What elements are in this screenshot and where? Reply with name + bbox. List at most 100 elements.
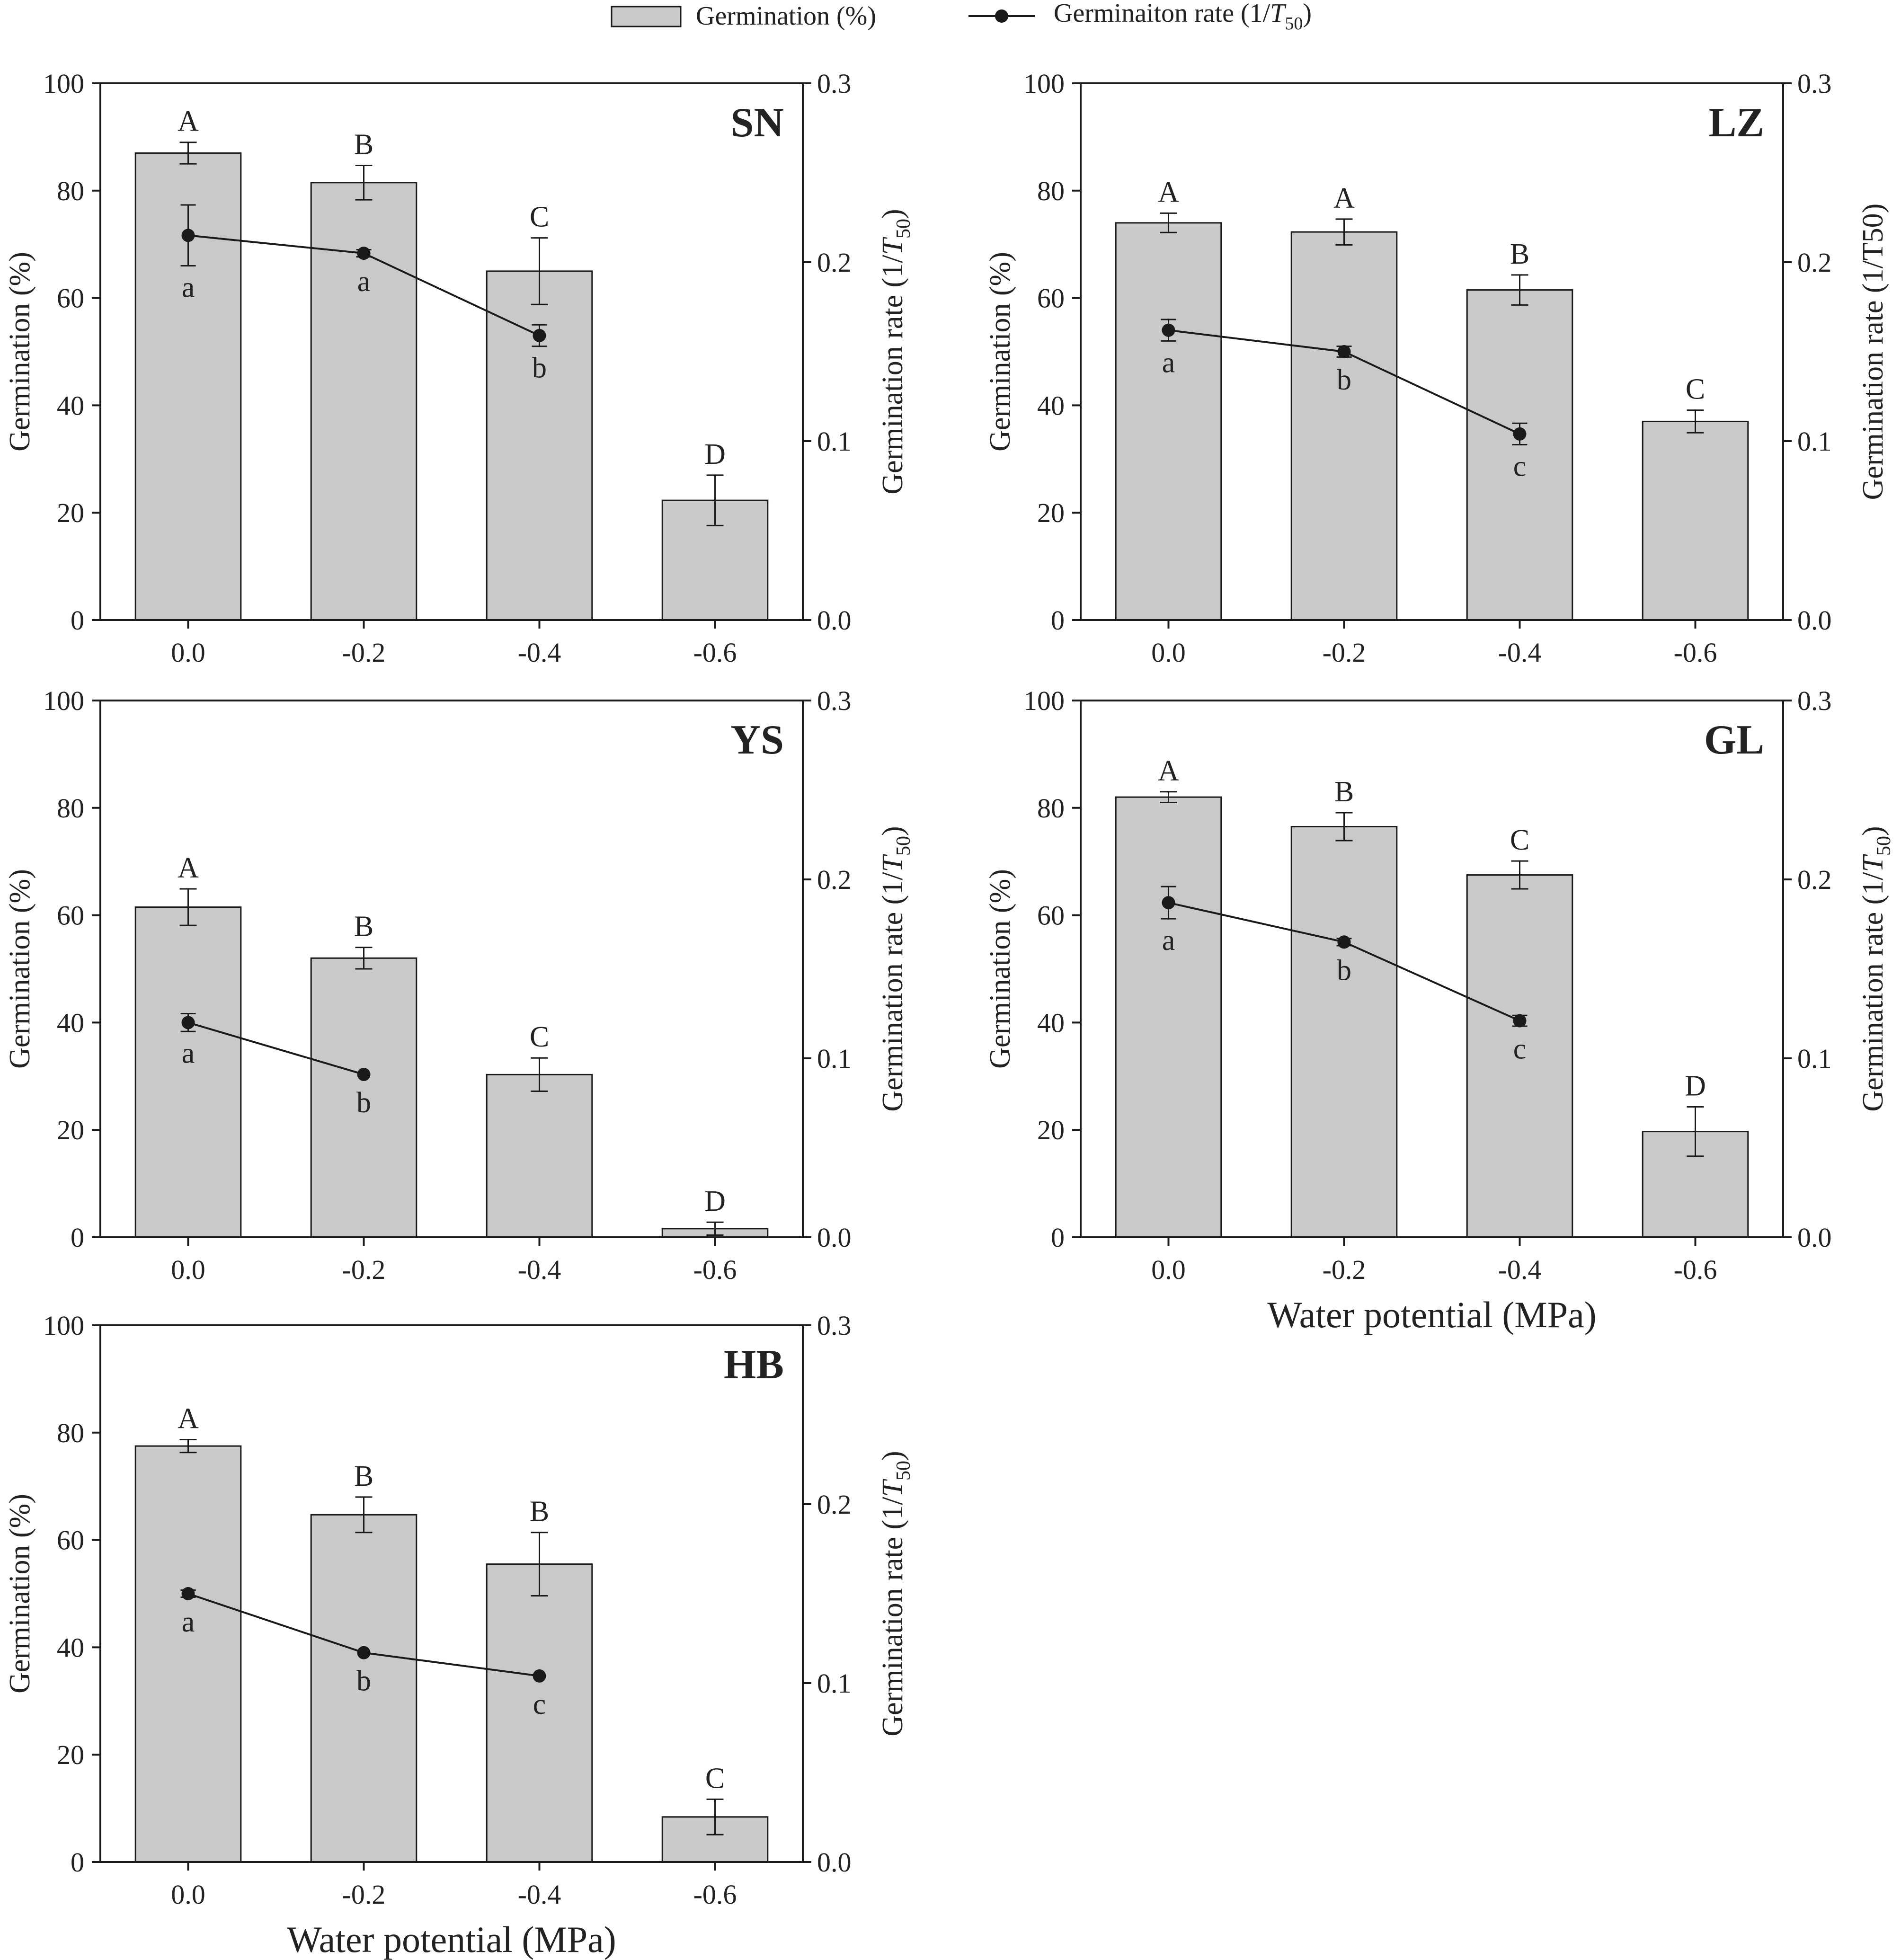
bar-error-bar (706, 474, 724, 526)
left-tick-label: 0 (71, 1847, 84, 1878)
left-tick-label: 80 (57, 176, 84, 206)
left-axis-title: Germination (%) (4, 252, 36, 452)
bar-error-bar (1335, 812, 1353, 842)
left-tick-label: 0 (1051, 605, 1065, 636)
rate-point (1162, 323, 1175, 337)
bar-significance-letter: B (354, 1460, 373, 1492)
rate-point (1162, 896, 1175, 910)
rate-point (1337, 345, 1351, 358)
panel-hb: A B B Ca b c 0 20 40 60 80 100 0.0 0.1 0.2 0.3 0.0 -0.2 -0… (4, 1310, 915, 1960)
left-tick-label: 60 (57, 1525, 84, 1556)
rate-point (1513, 1014, 1527, 1028)
bar (1466, 874, 1573, 1238)
bar-error-bar (179, 1439, 197, 1454)
bar (486, 270, 593, 621)
x-tick-label: -0.6 (1674, 1254, 1717, 1285)
panel-label: GL (1704, 717, 1764, 763)
bar-significance-letter: C (705, 1762, 725, 1794)
panel-ys: A B C Da b 0 20 40 60 80 100 0.0 0.1 0.2 0.3 0.0 -0.2 -0.… (4, 685, 915, 1285)
bar-significance-letter: B (530, 1496, 549, 1528)
bar (310, 1514, 418, 1863)
panel-sn: A B C Da a b 0 20 40 60 80 100 0.0 0.1 0.2 0.3 0.0 -0.2 -0… (4, 68, 915, 668)
plot-frame (1080, 700, 1784, 1238)
legend-line-label: Germinaiton rate (1/T50) (1054, 0, 1312, 34)
right-tick-label: 0.2 (817, 864, 852, 895)
left-tick-label: 100 (43, 1310, 84, 1341)
right-tick-label: 0.3 (1797, 68, 1832, 99)
rate-point (181, 1587, 195, 1600)
bar-significance-letter: B (354, 911, 373, 943)
bar-error-bar (1687, 1106, 1704, 1157)
bar (486, 1073, 593, 1238)
bar-error-bar (355, 165, 373, 201)
right-axis-title: Germination rate (1/T50) (1857, 204, 1889, 500)
bar-error-bar (1160, 212, 1177, 233)
bar-significance-letter: D (1685, 1070, 1706, 1102)
rate-point (357, 1068, 371, 1082)
left-tick-label: 80 (1037, 793, 1065, 824)
rate-significance-letter: a (182, 1606, 195, 1638)
rate-significance-letter: a (1162, 924, 1175, 957)
bar-significance-letter: B (1334, 776, 1354, 808)
x-tick-label: -0.6 (693, 1254, 737, 1285)
bar (1290, 825, 1398, 1238)
panel-label: HB (724, 1342, 784, 1388)
x-tick-label: -0.2 (342, 1254, 386, 1285)
left-tick-label: 20 (57, 1739, 84, 1770)
right-tick-label: 0.1 (1797, 1043, 1832, 1074)
x-axis-title: Water potential (MPa) (1267, 1294, 1597, 1335)
left-tick-label: 100 (43, 68, 84, 99)
left-tick-label: 0 (1051, 1222, 1065, 1253)
x-tick-label: 0.0 (171, 637, 205, 668)
bar (134, 906, 242, 1238)
left-tick-label: 60 (57, 283, 84, 314)
x-tick-label: 0.0 (171, 1879, 205, 1910)
x-tick-label: -0.2 (342, 1879, 386, 1910)
left-axis-title: Germination (%) (984, 252, 1016, 452)
left-tick-label: 80 (57, 1418, 84, 1448)
left-tick-label: 100 (1023, 685, 1065, 716)
rate-significance-letter: c (1513, 1033, 1527, 1065)
bar (134, 1445, 242, 1863)
legend: Germination (%) Germinaiton rate (1/T50) (611, 0, 1312, 34)
plot-frame (99, 1324, 804, 1863)
x-tick-label: -0.4 (518, 637, 561, 668)
rate-point (1337, 935, 1351, 949)
x-axis-title: Water potential (MPa) (287, 1919, 616, 1960)
bar-significance-letter: D (704, 1185, 726, 1217)
x-tick-label: -0.6 (693, 637, 737, 668)
x-tick-label: 0.0 (1151, 637, 1186, 668)
rate-significance-letter: b (356, 1087, 371, 1119)
rate-significance-letter: a (357, 266, 371, 298)
right-axis-title: Germination rate (1/T50) (877, 209, 915, 494)
x-tick-label: -0.4 (1498, 637, 1542, 668)
x-tick-label: -0.2 (1323, 637, 1366, 668)
bar-significance-letter: C (530, 201, 549, 233)
bar (1115, 222, 1222, 621)
left-tick-label: 60 (1037, 900, 1065, 931)
right-tick-label: 0.0 (1797, 605, 1832, 636)
left-tick-label: 80 (57, 793, 84, 824)
rate-point (533, 328, 546, 342)
legend-line-marker (995, 9, 1008, 23)
rate-point (357, 247, 371, 260)
bar-significance-letter: A (178, 106, 199, 138)
left-tick-label: 60 (57, 900, 84, 931)
bar-error-bar (531, 1532, 548, 1597)
rate-point (357, 1646, 371, 1659)
left-tick-label: 0 (71, 605, 84, 636)
bar (310, 957, 418, 1238)
right-tick-label: 0.3 (1797, 685, 1832, 716)
bar-error-bar (1335, 218, 1353, 246)
bar-significance-letter: A (1158, 176, 1179, 208)
right-tick-label: 0.2 (1797, 864, 1832, 895)
rate-significance-letter: b (356, 1665, 371, 1697)
right-tick-label: 0.3 (817, 685, 852, 716)
bar-error-bar (1511, 860, 1528, 890)
left-tick-label: 40 (57, 390, 84, 421)
right-tick-label: 0.1 (817, 426, 852, 457)
bar-significance-letter: A (178, 1403, 199, 1435)
x-tick-label: 0.0 (171, 1254, 205, 1285)
bar-error-bar (1160, 791, 1177, 803)
left-axis-title: Germination (%) (4, 1494, 36, 1694)
